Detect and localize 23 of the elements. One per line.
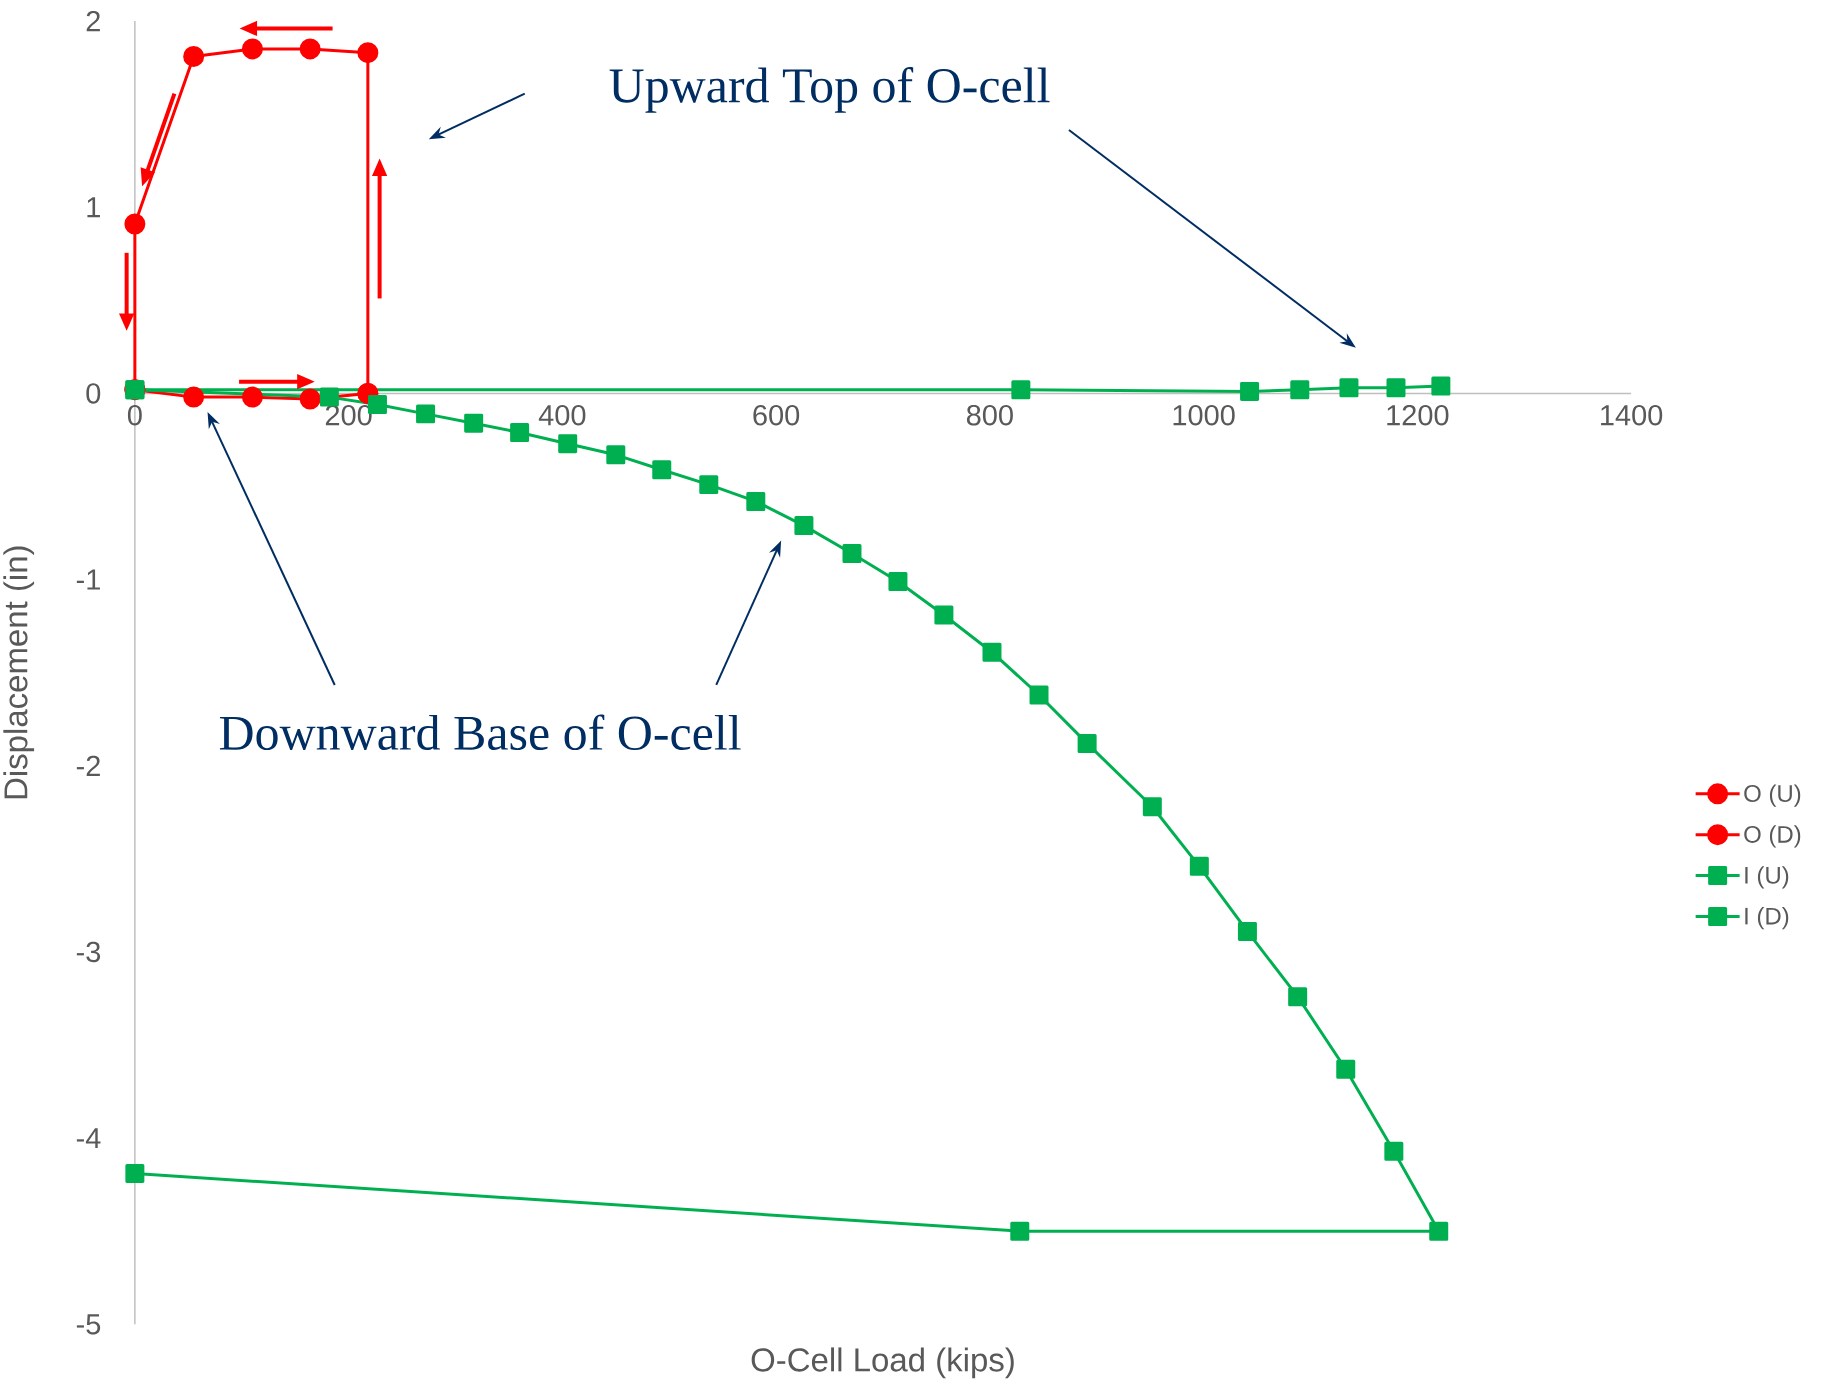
- y-tick-label: 0: [86, 382, 101, 404]
- y-tick-label: -4: [76, 1128, 101, 1148]
- x-tick-label: 0: [127, 404, 142, 426]
- annotation: Upward Top of O-cell: [609, 66, 1050, 113]
- legend-label: I (D): [1745, 906, 1789, 930]
- legend-label: I (U): [1745, 865, 1789, 889]
- x-tick-label: 400: [538, 404, 586, 426]
- x-tick-label: 1000: [1173, 404, 1235, 426]
- x-tick-label: 800: [966, 404, 1013, 426]
- x-tick-label: 600: [753, 404, 800, 426]
- y-tick-label: -5: [76, 1314, 101, 1335]
- x-tick-label: 1400: [1601, 404, 1663, 426]
- y-tick-label: -1: [76, 569, 100, 590]
- y-tick-label: -2: [76, 755, 100, 776]
- x-tick-label: 1200: [1387, 404, 1449, 426]
- y-tick-label: 2: [86, 10, 100, 31]
- legend-label: O (D): [1744, 825, 1801, 848]
- annotation: Downward Base of O-cell: [219, 714, 741, 750]
- legend-label: O (U): [1744, 784, 1801, 807]
- y-axis-title: Displacement (in): [3, 546, 35, 799]
- y-tick-label: 1: [87, 197, 100, 218]
- x-axis-title: O-Cell Load (kips): [751, 1347, 1014, 1379]
- y-tick-label: -3: [76, 941, 101, 963]
